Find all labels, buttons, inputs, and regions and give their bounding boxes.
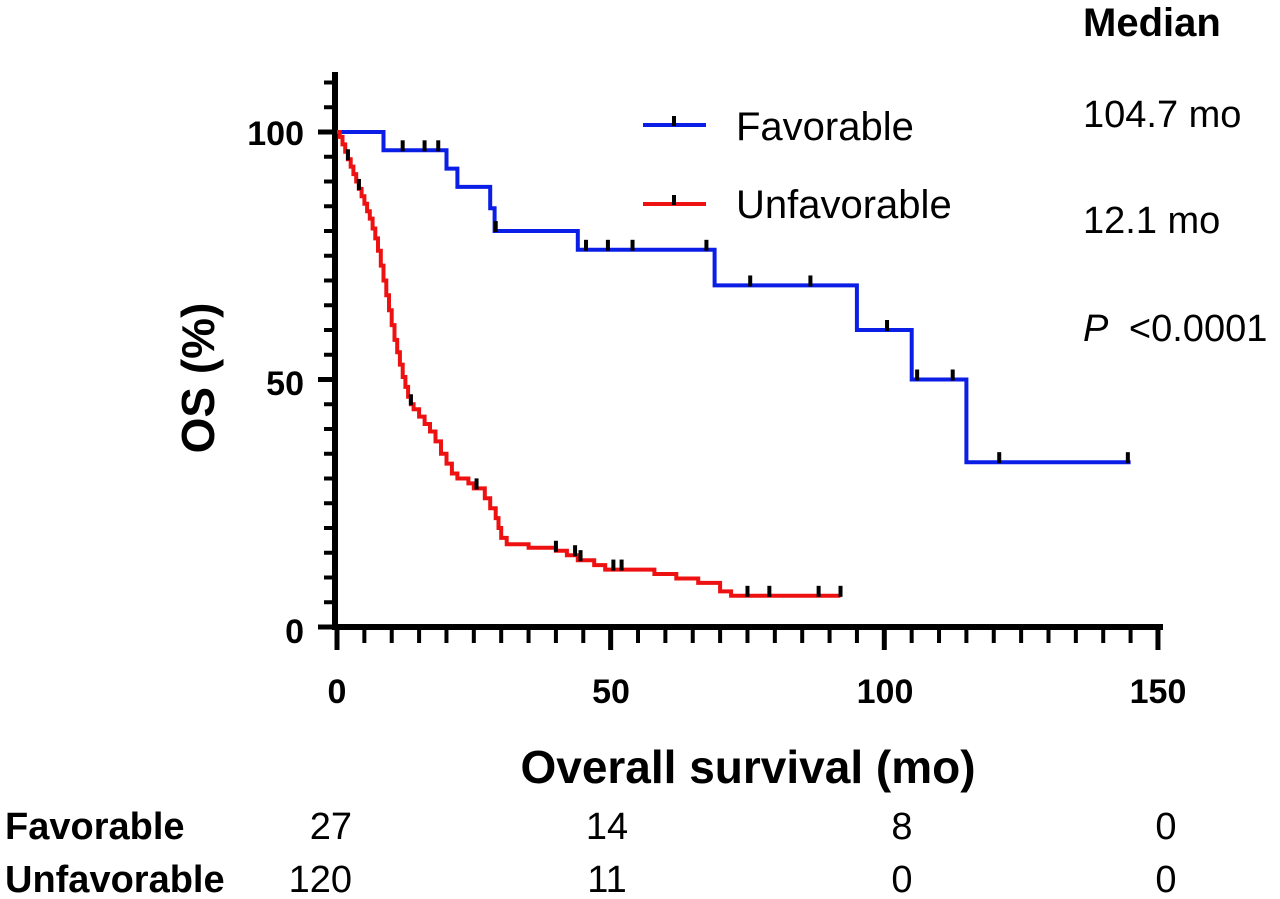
unfavorable-survival-curve <box>337 130 841 598</box>
p-value: P <0.0001 <box>1083 308 1267 350</box>
x-tick-label-150: 150 <box>1130 673 1187 711</box>
risk-value-unfavorable-150: 0 <box>1155 859 1176 899</box>
p-symbol: P <box>1083 308 1109 350</box>
x-tick-label-0: 0 <box>328 673 347 711</box>
legend-label-unfavorable: Unfavorable <box>736 183 952 227</box>
legend-label-favorable: Favorable <box>736 105 914 149</box>
y-axis <box>318 72 338 630</box>
median-header: Median <box>1083 1 1221 45</box>
legend-item-unfavorable: Unfavorable <box>643 183 952 227</box>
x-axis <box>332 624 1163 650</box>
risk-row-label-unfavorable: Unfavorable <box>5 859 225 899</box>
y-tick-label-0: 0 <box>285 613 304 651</box>
median-unfavorable: 12.1 mo <box>1083 200 1220 242</box>
median-annotation: Median 104.7 mo 12.1 mo P <0.0001 <box>1083 1 1267 350</box>
y-tick-label-50: 50 <box>266 365 304 403</box>
legend-item-favorable: Favorable <box>643 105 914 149</box>
risk-value-unfavorable-0: 120 <box>289 859 352 899</box>
risk-value-unfavorable-100: 0 <box>891 859 912 899</box>
unfavorable-censor-marks <box>345 149 843 597</box>
median-favorable: 104.7 mo <box>1083 94 1241 136</box>
y-tick-label-100: 100 <box>247 115 304 153</box>
risk-value-favorable-150: 0 <box>1155 806 1176 848</box>
x-tick-label-100: 100 <box>857 673 914 711</box>
y-minor-ticks <box>318 80 335 630</box>
risk-value-favorable-100: 8 <box>891 806 912 848</box>
y-axis-title: OS (%) <box>172 303 224 454</box>
x-axis-title: Overall survival (mo) <box>520 741 975 793</box>
risk-row-label-favorable: Favorable <box>5 806 185 848</box>
p-text: <0.0001 <box>1129 308 1267 350</box>
risk-value-favorable-50: 14 <box>586 806 628 848</box>
x-minor-ticks <box>334 627 1161 650</box>
x-tick-label-50: 50 <box>592 673 630 711</box>
risk-value-unfavorable-50: 11 <box>587 859 626 899</box>
legend: Favorable Unfavorable <box>643 105 952 227</box>
risk-table: Favorable 27 14 8 0 Unfavorable 120 11 0… <box>5 806 1177 899</box>
favorable-censor-marks <box>400 140 1130 464</box>
favorable-survival-curve <box>337 130 1131 465</box>
risk-value-favorable-0: 27 <box>310 806 352 848</box>
